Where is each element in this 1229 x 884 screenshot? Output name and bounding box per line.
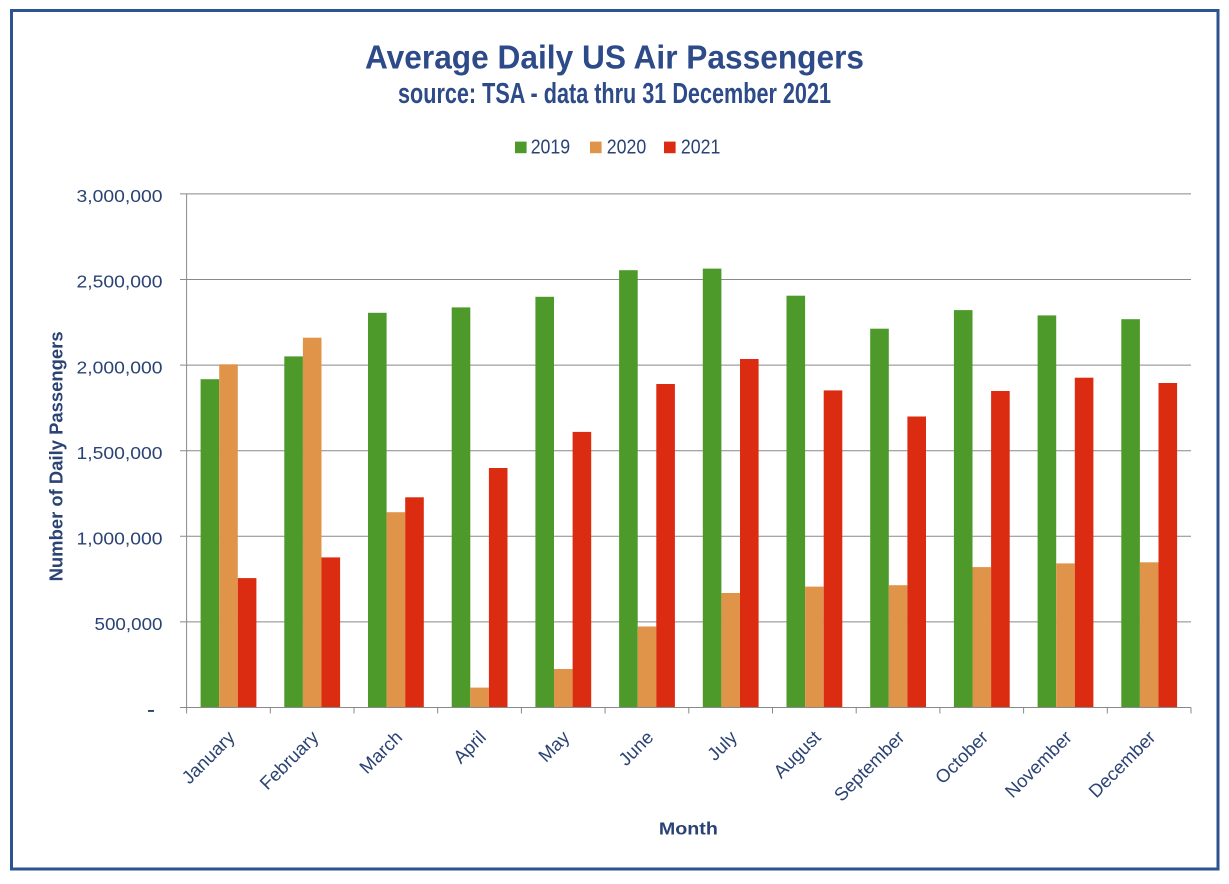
svg-text:2,000,000: 2,000,000 [77,357,163,377]
svg-text:Number of Daily Passengers: Number of Daily Passengers [47,331,67,581]
svg-text:source: TSA - data thru 31 Dec: source: TSA - data thru 31 December 2021 [398,78,831,110]
svg-text:500,000: 500,000 [95,614,163,634]
svg-text:2020: 2020 [607,137,647,159]
svg-text:1,000,000: 1,000,000 [77,529,163,549]
svg-text:Month: Month [659,818,718,838]
svg-text:Average Daily US Air Passenger: Average Daily US Air Passengers [365,40,864,77]
svg-text:2,500,000: 2,500,000 [77,272,163,292]
svg-text:1,500,000: 1,500,000 [77,443,163,463]
svg-text:2021: 2021 [681,137,721,159]
svg-text:3,000,000: 3,000,000 [77,186,163,206]
svg-text:2019: 2019 [531,137,571,159]
